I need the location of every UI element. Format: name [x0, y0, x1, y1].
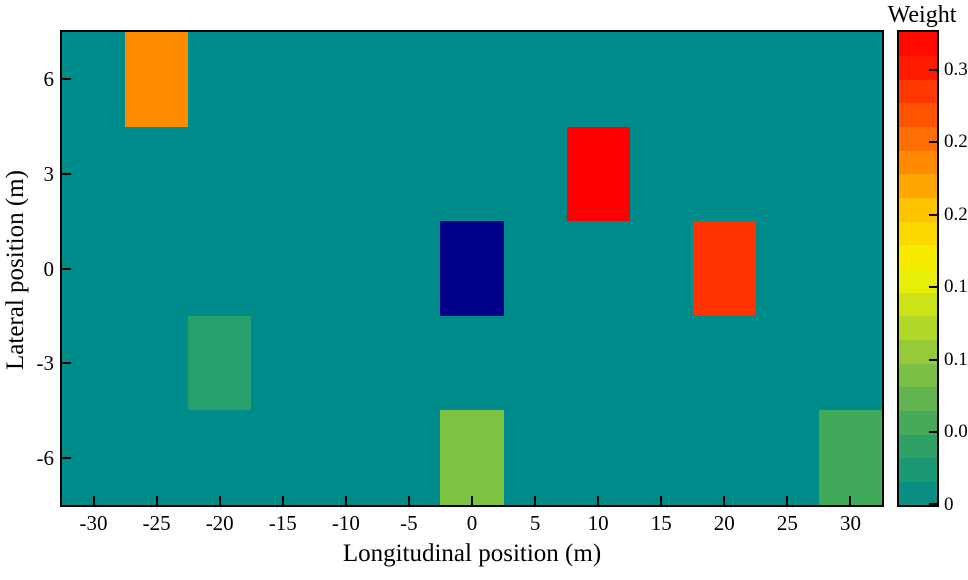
colorbar-tick [929, 213, 937, 216]
x-tick-label: 0 [466, 511, 478, 535]
colorbar-band [899, 315, 937, 340]
x-tick-label: -25 [142, 511, 171, 535]
heatmap-cell [818, 410, 882, 505]
heatmap-cell [692, 221, 756, 316]
colorbar-tick-label: 0.05 [944, 421, 968, 443]
y-axis-tick [62, 456, 71, 459]
x-axis-tick [849, 496, 852, 505]
y-tick-label: -6 [36, 445, 55, 470]
x-axis-title: Longitudinal position (m) [342, 540, 602, 567]
colorbar-tick [929, 68, 937, 71]
colorbar-band [899, 386, 937, 411]
x-tick-label: 20 [713, 511, 735, 535]
colorbar-tick [929, 358, 937, 361]
plot-frame [60, 30, 884, 507]
colorbar-band [899, 268, 937, 293]
colorbar-tick-label: 0.15 [944, 276, 968, 298]
colorbar-band [899, 244, 937, 269]
colorbar-tick-label: 0 [944, 494, 954, 515]
x-axis-tick [723, 496, 726, 505]
colorbar-band [899, 79, 937, 104]
colorbar-tick [929, 503, 937, 505]
x-tick-label: 10 [587, 511, 609, 535]
colorbar-band [899, 150, 937, 175]
x-tick-label: -15 [268, 511, 297, 535]
colorbar-tick [929, 431, 937, 434]
x-axis-tick [786, 496, 789, 505]
x-tick-label: 30 [839, 511, 861, 535]
x-tick-label: -5 [400, 511, 418, 535]
colorbar-band [899, 221, 937, 246]
heatmap-plot-area [62, 32, 882, 505]
heatmap-cell [440, 410, 504, 505]
x-axis-tick [471, 496, 473, 505]
x-axis-tick [534, 496, 537, 505]
y-axis-tick [62, 362, 71, 365]
x-tick-label: -30 [79, 511, 108, 535]
heatmap-cell [125, 32, 189, 127]
y-axis-title: Lateral position (m) [2, 170, 29, 370]
x-axis-tick [155, 496, 158, 505]
x-axis-tick [660, 496, 663, 505]
colorbar-frame [897, 30, 939, 507]
x-axis-tick [281, 496, 284, 505]
x-axis-tick [344, 496, 347, 505]
colorbar-gradient [899, 32, 937, 505]
colorbar-band [899, 292, 937, 317]
y-tick-label: 3 [43, 161, 55, 186]
x-tick-label: -10 [331, 511, 360, 535]
colorbar-tick-label: 0.3 [944, 58, 968, 80]
colorbar-tick [929, 141, 937, 144]
x-tick-label: 5 [529, 511, 541, 535]
colorbar-band [899, 363, 937, 388]
colorbar-band [899, 102, 937, 128]
colorbar-band [899, 197, 937, 222]
colorbar-tick-label: 0.2 [944, 203, 968, 225]
y-tick-label: 6 [43, 67, 55, 92]
x-axis-tick [407, 496, 410, 505]
y-axis-tick [62, 172, 71, 175]
colorbar-tick-label: 0.25 [944, 131, 968, 153]
x-axis-tick [92, 496, 95, 505]
colorbar-band [899, 55, 937, 80]
colorbar-band [899, 173, 937, 199]
colorbar-band [899, 481, 937, 505]
x-axis-tick [597, 496, 600, 505]
colorbar-band [899, 32, 937, 57]
x-tick-label: 25 [776, 511, 798, 535]
y-tick-label: 0 [43, 256, 55, 281]
y-axis-tick [62, 78, 71, 81]
heatmap-cell [440, 221, 504, 316]
colorbar-tick [929, 286, 937, 289]
colorbar-band [899, 410, 937, 435]
y-tick-label: -3 [36, 351, 55, 376]
colorbar-band [899, 434, 937, 459]
x-tick-label: 15 [650, 511, 672, 535]
colorbar-title: Weight [887, 2, 957, 28]
heatmap-cell [566, 126, 630, 222]
x-tick-label: -20 [205, 511, 234, 535]
x-axis-tick [218, 496, 221, 505]
colorbar-band [899, 457, 937, 482]
heatmap-cell [188, 315, 252, 411]
y-axis-tick [62, 267, 71, 270]
colorbar-tick-label: 0.1 [944, 348, 968, 370]
colorbar-band [899, 126, 937, 151]
